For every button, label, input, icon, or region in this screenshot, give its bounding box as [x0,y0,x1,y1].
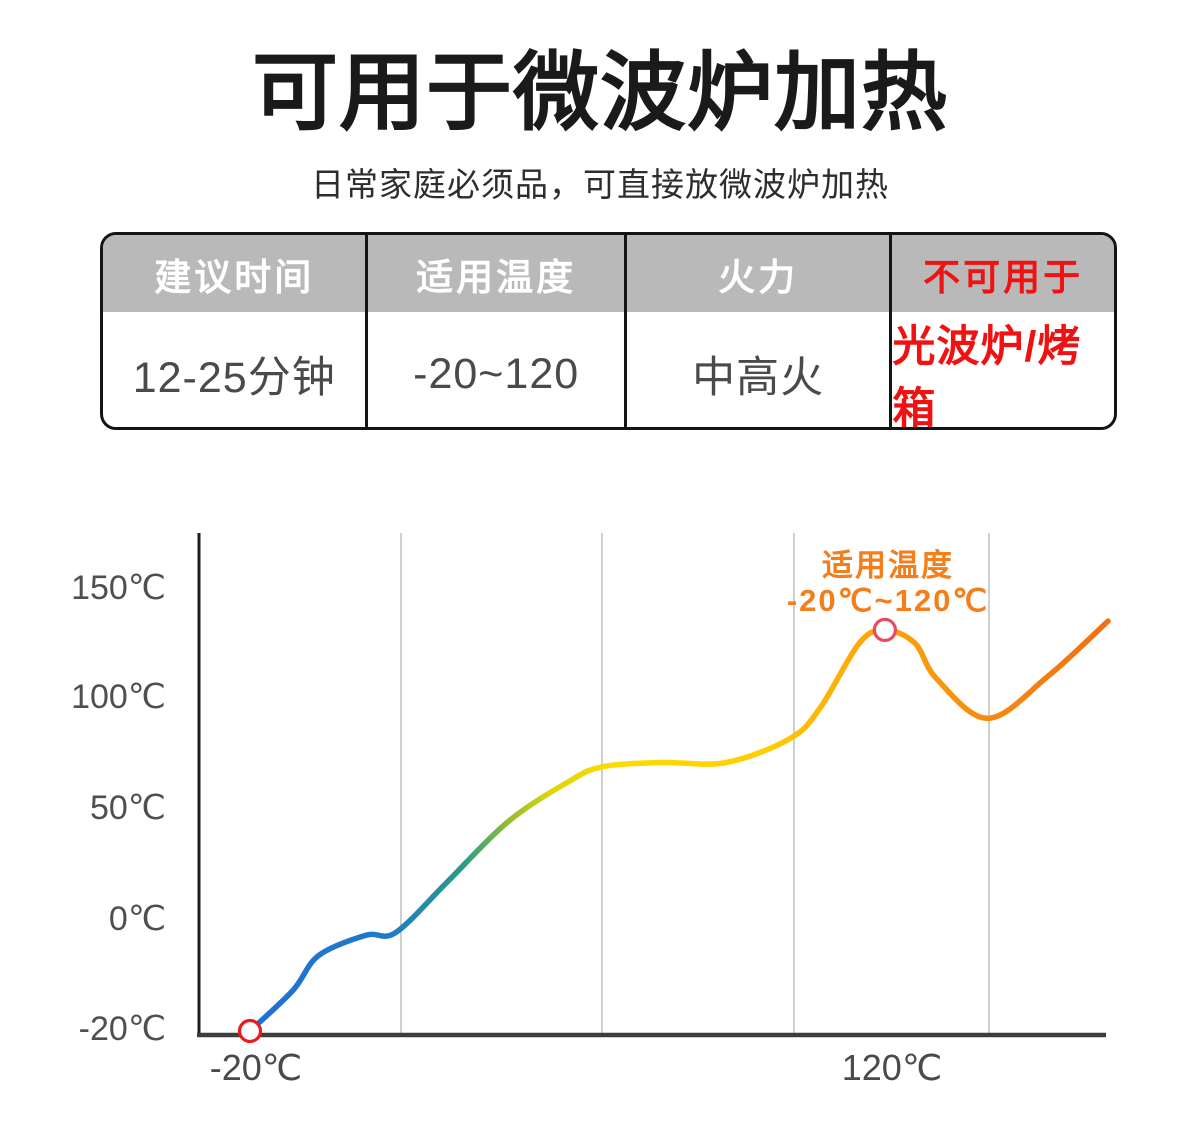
spec-header-heat-level: 火力 [626,235,890,312]
marker-peak-point [872,617,898,643]
spec-value-not-usable-for: 光波炉/烤箱 [892,323,1082,430]
spec-value-heat-level: 中高火 [692,354,825,402]
page-subtitle: 日常家庭必须品，可直接放微波炉加热 [311,166,889,203]
annotation-range: -20℃~120℃ [787,583,989,618]
y-tick-50: 50℃ [90,789,166,827]
y-tick-neg20: -20℃ [79,1010,166,1048]
spec-col-suggested-time: 建议时间 12-25分钟 [103,235,366,427]
y-tick-150: 150℃ [71,569,166,607]
y-tick-0: 0℃ [109,900,166,938]
x-tick-120: 120℃ [842,1047,943,1088]
spec-value-temperature-range: -20~120 [413,349,580,398]
spec-header-not-usable-for: 不可用于 [892,235,1114,312]
spec-col-heat-level: 火力 中高火 [623,235,890,427]
spec-header-suggested-time: 建议时间 [103,235,366,312]
spec-table: 建议时间 12-25分钟 适用温度 -20~120 火力 中高火 不可用于 光波… [100,232,1117,430]
spec-header-temperature-range: 适用温度 [368,235,624,312]
spec-col-not-usable-for: 不可用于 光波炉/烤箱 [889,235,1114,430]
spec-value-suggested-time: 12-25分钟 [132,354,336,402]
marker-low-point [237,1018,263,1044]
x-tick-neg20: -20℃ [210,1047,302,1088]
page-title: 可用于微波炉加热 [252,45,948,141]
spec-col-temperature-range: 适用温度 -20~120 [365,235,624,427]
temperature-curve [247,618,1111,1034]
annotation-title: 适用温度 [822,548,954,583]
y-tick-100: 100℃ [71,678,166,716]
